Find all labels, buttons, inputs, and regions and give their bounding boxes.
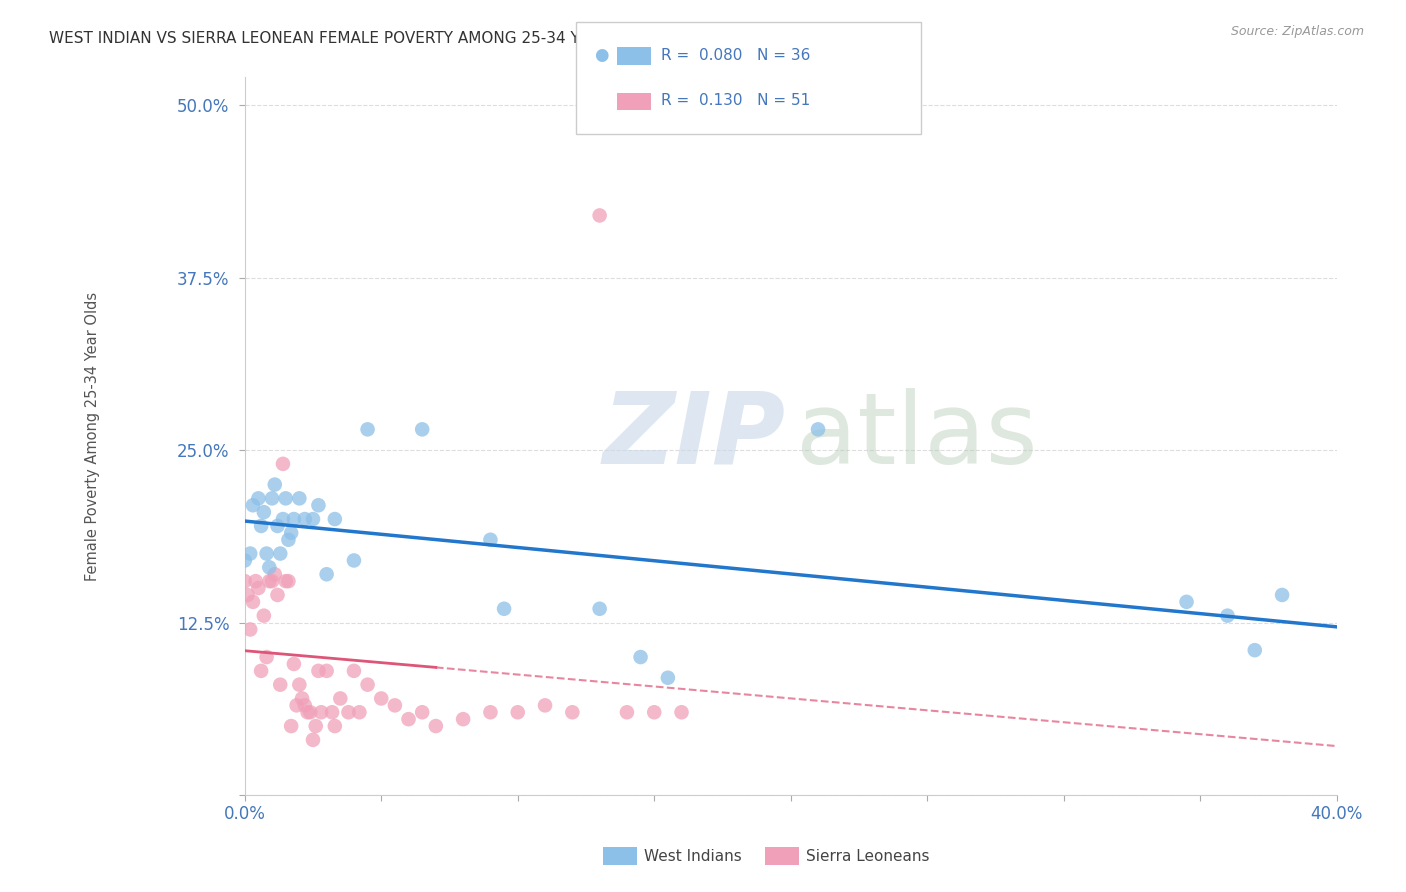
Point <box>323 719 346 733</box>
Point <box>233 553 256 567</box>
Point <box>260 574 283 589</box>
Point <box>494 601 516 615</box>
Text: ●: ● <box>595 46 609 64</box>
Point <box>643 705 665 719</box>
Point <box>671 705 693 719</box>
Point <box>807 422 830 436</box>
Point <box>315 664 337 678</box>
Point <box>302 512 325 526</box>
Point <box>260 491 283 506</box>
Text: Sierra Leoneans: Sierra Leoneans <box>806 849 929 863</box>
Point <box>239 547 262 561</box>
Point <box>398 712 420 726</box>
Point <box>280 719 302 733</box>
Point <box>294 512 316 526</box>
Point <box>411 705 433 719</box>
Point <box>370 691 392 706</box>
Point <box>288 491 311 506</box>
Point <box>253 608 276 623</box>
Point <box>239 623 262 637</box>
Point <box>247 491 270 506</box>
Point <box>259 574 281 589</box>
Point <box>309 705 332 719</box>
Point <box>271 512 294 526</box>
Point <box>242 595 264 609</box>
Point <box>277 574 299 589</box>
Point <box>283 657 305 671</box>
Point <box>250 519 273 533</box>
Point <box>263 567 285 582</box>
Point <box>323 512 346 526</box>
Point <box>302 732 325 747</box>
Point <box>657 671 679 685</box>
Point <box>506 705 529 719</box>
Point <box>315 567 337 582</box>
Point <box>269 547 291 561</box>
Point <box>384 698 406 713</box>
Point <box>280 525 302 540</box>
Point <box>1271 588 1294 602</box>
Point <box>253 505 276 519</box>
Text: West Indians: West Indians <box>644 849 742 863</box>
Text: atlas: atlas <box>796 388 1038 484</box>
Point <box>1216 608 1239 623</box>
Point <box>561 705 583 719</box>
Point <box>291 691 314 706</box>
Point <box>294 698 316 713</box>
Point <box>1243 643 1265 657</box>
Point <box>616 705 638 719</box>
Text: R =  0.130   N = 51: R = 0.130 N = 51 <box>661 93 810 108</box>
Point <box>479 705 502 719</box>
Point <box>256 547 278 561</box>
Point <box>534 698 557 713</box>
Point <box>411 422 433 436</box>
Point <box>233 574 256 589</box>
Point <box>343 664 366 678</box>
Text: ZIP: ZIP <box>602 388 786 484</box>
Point <box>285 698 308 713</box>
Point <box>242 498 264 512</box>
Point <box>247 581 270 595</box>
Point <box>263 477 285 491</box>
Point <box>356 678 378 692</box>
Point <box>297 705 319 719</box>
Point <box>630 650 652 665</box>
Point <box>266 588 288 602</box>
Point <box>283 512 305 526</box>
Point <box>451 712 474 726</box>
Point <box>307 498 329 512</box>
Point <box>356 422 378 436</box>
Point <box>269 678 291 692</box>
Point <box>245 574 267 589</box>
Text: WEST INDIAN VS SIERRA LEONEAN FEMALE POVERTY AMONG 25-34 YEAR OLDS CORRELATION C: WEST INDIAN VS SIERRA LEONEAN FEMALE POV… <box>49 31 828 46</box>
Point <box>274 491 297 506</box>
Point <box>274 574 297 589</box>
Text: Source: ZipAtlas.com: Source: ZipAtlas.com <box>1230 25 1364 38</box>
Point <box>425 719 447 733</box>
Point <box>288 678 311 692</box>
Point <box>321 705 343 719</box>
Point <box>271 457 294 471</box>
Point <box>588 601 610 615</box>
Point <box>250 664 273 678</box>
Point <box>337 705 360 719</box>
Point <box>259 560 281 574</box>
Point <box>256 650 278 665</box>
Y-axis label: Female Poverty Among 25-34 Year Olds: Female Poverty Among 25-34 Year Olds <box>86 292 100 581</box>
Point <box>277 533 299 547</box>
Point <box>1175 595 1198 609</box>
Point <box>343 553 366 567</box>
Point <box>479 533 502 547</box>
Point <box>266 519 288 533</box>
Point <box>588 209 610 223</box>
Point <box>305 719 328 733</box>
Point <box>236 588 259 602</box>
Point <box>307 664 329 678</box>
Point <box>349 705 371 719</box>
Point <box>329 691 352 706</box>
Point <box>299 705 322 719</box>
Text: R =  0.080   N = 36: R = 0.080 N = 36 <box>661 48 810 63</box>
